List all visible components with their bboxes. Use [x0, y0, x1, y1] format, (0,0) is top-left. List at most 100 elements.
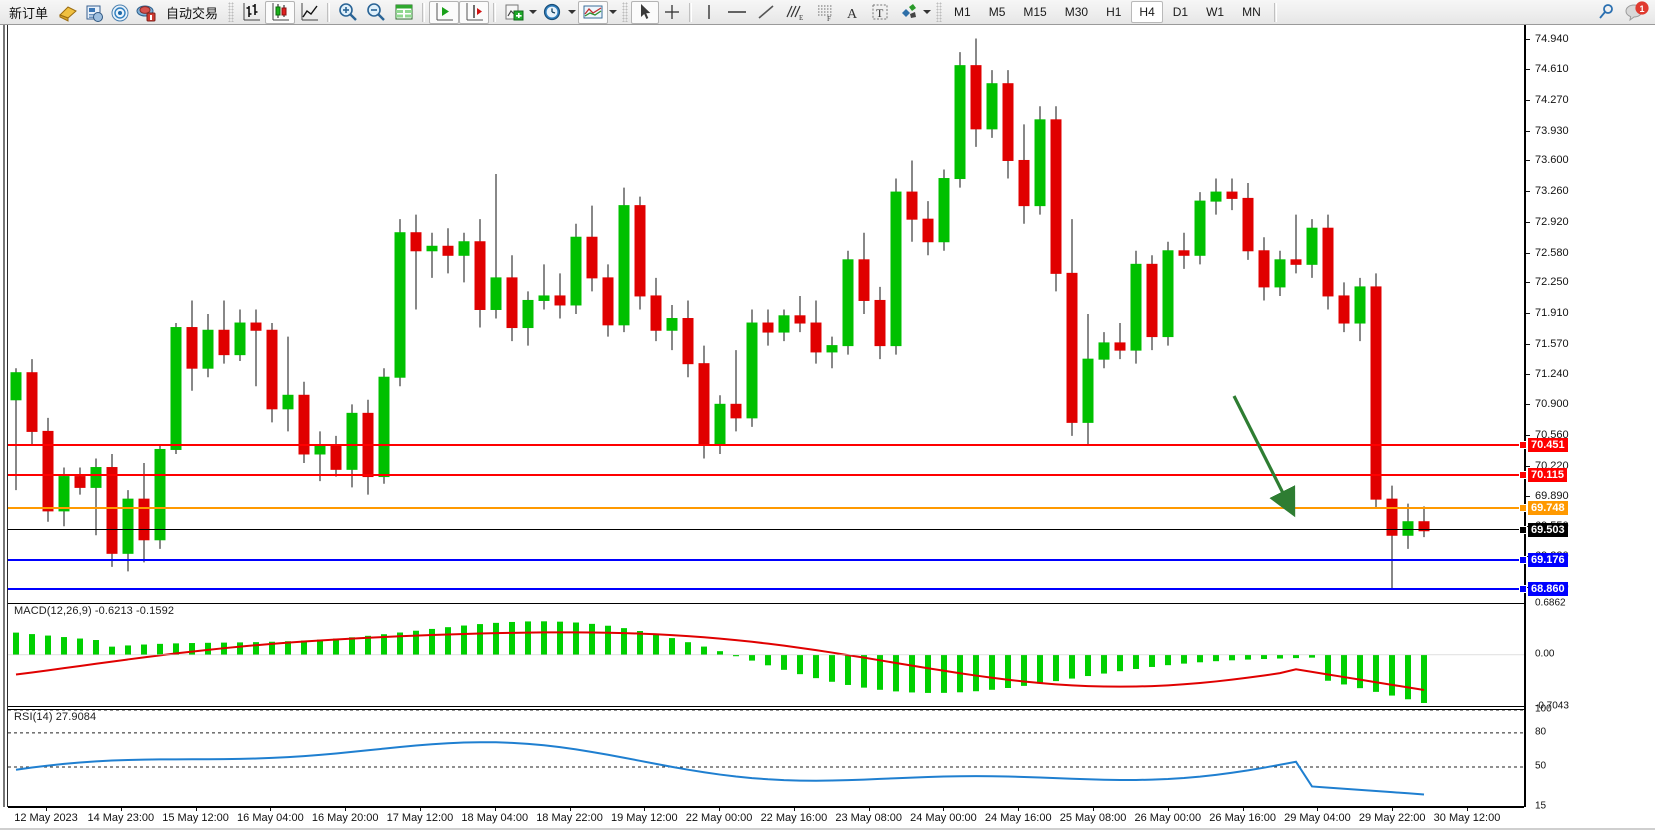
price-level-handle[interactable] [1519, 584, 1527, 593]
trendline-icon[interactable] [752, 1, 780, 24]
candlestick-chart-icon[interactable] [265, 0, 296, 24]
fibonacci-icon[interactable]: F [810, 1, 840, 24]
price-level-handle[interactable] [1519, 440, 1527, 449]
time-tick-label: 17 May 12:00 [386, 812, 454, 824]
price-tick [1526, 69, 1530, 71]
rsi-plot [8, 710, 1524, 796]
shapes-dropdown-caret[interactable] [923, 10, 932, 14]
timeframe-h1[interactable]: H1 [1106, 5, 1122, 19]
chart-area[interactable]: USOil-,H4 69.735 69.767 69.427 69.503 74… [0, 25, 1655, 830]
price-tick-label: 72.920 [1535, 215, 1569, 228]
main-toolbar: 新订单 [0, 0, 1655, 25]
time-tick [1242, 808, 1244, 811]
text-label-icon[interactable]: T [866, 1, 894, 24]
time-tick [1317, 808, 1319, 811]
search-icon[interactable] [1593, 1, 1621, 24]
periods-dropdown-caret[interactable] [568, 10, 577, 14]
crosshair-icon[interactable] [659, 1, 685, 24]
timeframe-m1[interactable]: M1 [954, 5, 971, 19]
auto-trading-button[interactable]: 自动交易 [159, 1, 225, 24]
horizontal-line-icon[interactable] [722, 1, 752, 24]
price-level-badge[interactable]: 69.748 [1519, 501, 1568, 516]
add-indicator-icon[interactable] [500, 1, 528, 24]
price-tick [1526, 282, 1530, 284]
templates-dropdown-caret[interactable] [609, 10, 618, 14]
timeframe-m30[interactable]: M30 [1064, 5, 1089, 19]
chart-bottom-edge [0, 828, 1655, 830]
price-tick [1526, 373, 1530, 375]
elliott-wave-icon[interactable]: E [780, 1, 810, 24]
time-tick-label: 24 May 00:00 [910, 812, 977, 824]
auto-trading-label: 自动交易 [166, 5, 219, 21]
auto-scroll-icon[interactable] [429, 0, 460, 24]
price-tick [1526, 313, 1530, 315]
zoom-in-icon[interactable] [334, 1, 362, 24]
grid-icon[interactable] [390, 1, 418, 24]
time-scale[interactable]: 12 May 2023 14 May 23:00 15 May 12:00 16 Ma… [8, 807, 1524, 828]
toolbar-separator-3 [493, 2, 497, 22]
price-level-handle[interactable] [1519, 526, 1527, 535]
price-tick [1526, 495, 1530, 497]
price-tick [1526, 39, 1530, 41]
time-tick [1093, 808, 1095, 811]
time-tick-label: 14 May 23:00 [87, 812, 155, 824]
timeframe-d1[interactable]: D1 [1172, 5, 1189, 19]
price-scale[interactable]: 74.940 74.610 74.270 73.930 73.600 73.260 72.9… [1519, 25, 1655, 812]
timeframe-w1[interactable]: W1 [1206, 5, 1225, 19]
time-tick-label: 25 May 08:00 [1059, 812, 1127, 824]
chart-shift-icon[interactable] [459, 0, 490, 24]
price-tick [1526, 343, 1530, 345]
text-icon[interactable]: A [840, 1, 866, 24]
svg-text:1: 1 [1639, 4, 1644, 14]
rsi-pane[interactable]: RSI(14) 27.9084 [8, 709, 1524, 807]
bar-chart-icon[interactable] [237, 1, 265, 24]
price-level-badge[interactable]: 68.860 [1519, 581, 1568, 596]
new-order-button[interactable]: 新订单 [2, 1, 55, 24]
price-tick [1526, 191, 1530, 193]
timeframe-m15[interactable]: M15 [1023, 5, 1047, 19]
zoom-out-icon[interactable] [362, 1, 390, 24]
book-icon[interactable] [55, 1, 81, 24]
time-tick [494, 808, 496, 811]
time-tick [195, 808, 197, 811]
price-level-badge[interactable]: 70.451 [1519, 437, 1568, 452]
price-level-handle[interactable] [1519, 556, 1527, 564]
price-level-badge[interactable]: 69.176 [1519, 553, 1568, 567]
toolbar-drag-handle-2[interactable] [622, 2, 629, 22]
new-order-label: 新订单 [9, 5, 49, 21]
autotrade-icon[interactable] [133, 1, 159, 24]
timeframe-h4[interactable]: H4 [1131, 1, 1163, 23]
price-pane[interactable] [8, 25, 1524, 603]
price-level-handle[interactable] [1519, 504, 1527, 513]
price-level-handle[interactable] [1519, 471, 1527, 480]
timeframe-m5[interactable]: M5 [988, 5, 1006, 19]
shapes-icon[interactable] [894, 1, 922, 24]
signal-icon[interactable] [107, 1, 133, 24]
macd-tick-label: -0.7043 [1535, 700, 1569, 712]
time-tick-label: 16 May 04:00 [237, 812, 304, 824]
chat-notification-icon[interactable]: 1 [1621, 1, 1653, 24]
toolbar-separator-4 [689, 2, 693, 22]
price-level-badge[interactable]: 70.115 [1519, 468, 1568, 483]
time-tick-label: 24 May 16:00 [984, 812, 1052, 824]
toolbar-drag-handle[interactable] [228, 2, 235, 22]
price-tick-label: 72.250 [1535, 276, 1569, 289]
price-tick [1526, 435, 1530, 437]
macd-pane[interactable]: MACD(12,26,9) -0.6213 -0.1592 [8, 603, 1524, 707]
price-tick-label: 74.610 [1535, 63, 1569, 76]
line-chart-icon[interactable] [295, 1, 323, 24]
price-level-badge[interactable]: 69.503 [1519, 523, 1568, 538]
timeframe-mn[interactable]: MN [1242, 5, 1261, 19]
price-tick [1526, 465, 1530, 467]
news-icon[interactable] [81, 1, 107, 24]
rsi-tick-label: 50 [1535, 760, 1547, 772]
toolbar-separator-2 [422, 2, 426, 22]
periods-clock-icon[interactable] [539, 1, 567, 24]
cursor-icon[interactable] [631, 0, 660, 24]
add-indicator-dropdown-caret[interactable] [529, 10, 538, 14]
templates-icon[interactable] [578, 0, 609, 24]
toolbar-drag-handle-3[interactable] [936, 2, 943, 22]
vertical-line-icon[interactable] [696, 1, 722, 24]
time-tick-label: 26 May 16:00 [1209, 812, 1276, 824]
